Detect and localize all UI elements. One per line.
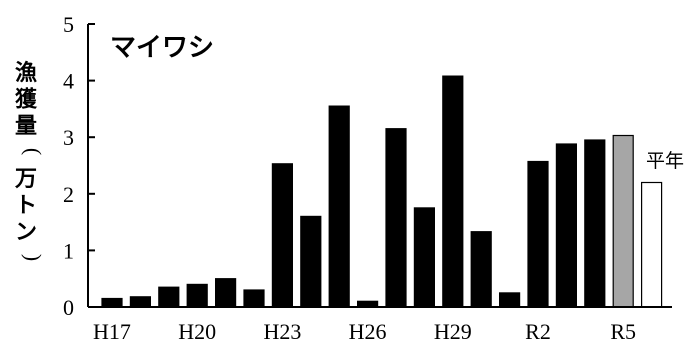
bar-H29: [442, 75, 464, 308]
bar-H27: [385, 128, 407, 308]
x-axis-ticks: H17 H20 H23 H26 H29 R2 R5: [93, 319, 636, 344]
y-tick-label: 2: [63, 182, 74, 207]
y-axis-label-char: ン: [15, 220, 37, 245]
x-tick-label: H29: [434, 319, 472, 344]
x-tick-label: H20: [178, 319, 216, 344]
chart-title: マイワシ: [110, 33, 214, 63]
bar-H30: [470, 231, 492, 308]
x-tick-label: H23: [263, 319, 301, 344]
normal-year-label: 平年: [646, 150, 684, 172]
x-tick-label: H17: [93, 319, 131, 344]
y-axis-label-char: 漁: [15, 60, 37, 86]
y-tick-label: 3: [63, 125, 74, 150]
bars: [101, 75, 663, 308]
bar-H19: [158, 286, 180, 308]
y-axis-ticks: 0 1 2 3 4 5: [63, 12, 95, 320]
y-tick-label: 5: [63, 12, 74, 37]
x-tick-label: R5: [610, 319, 636, 344]
y-axis-label-char: ): [21, 254, 46, 261]
y-axis-label-char: 万: [14, 167, 37, 192]
bar-H28: [413, 207, 435, 308]
bar-R1: [499, 292, 521, 308]
y-axis-label: 漁獲量 ( 万トン): [14, 60, 46, 261]
y-tick-label: 1: [63, 238, 74, 263]
y-axis-label-char: 獲: [15, 87, 38, 113]
y-tick-label: 4: [63, 69, 74, 94]
y-axis-label-char: (: [21, 148, 46, 155]
x-tick-label: R2: [525, 319, 551, 344]
bar-R4: [584, 139, 606, 308]
axes: [87, 24, 672, 308]
bar-H23: [271, 163, 293, 308]
bar-H17: [101, 297, 123, 308]
bar-H21: [215, 278, 237, 308]
bar-H20: [186, 283, 208, 308]
x-tick-label: H26: [349, 319, 387, 344]
bar-R3: [555, 143, 578, 308]
bar-H18: [129, 296, 151, 308]
bar-R5: [612, 134, 634, 308]
bar-H25: [328, 105, 350, 308]
bar-R2: [527, 160, 549, 308]
bar-H22: [243, 289, 265, 308]
bar-H24: [300, 215, 322, 308]
y-tick-label: 0: [63, 295, 74, 320]
y-axis-label-char: ト: [15, 194, 37, 219]
bar-平年: [640, 181, 663, 308]
y-axis-label-char: 量: [15, 114, 37, 139]
